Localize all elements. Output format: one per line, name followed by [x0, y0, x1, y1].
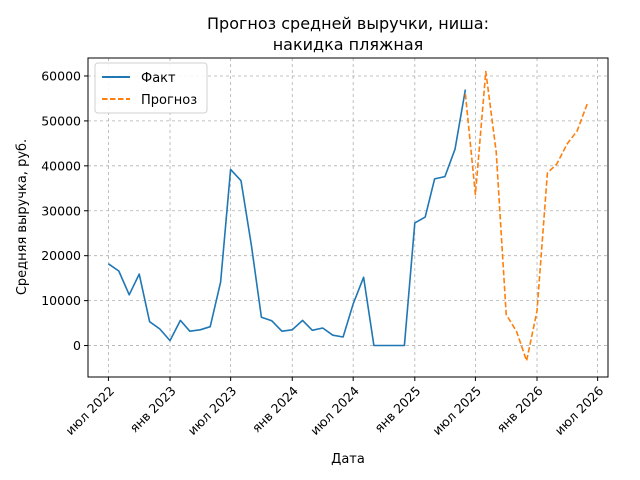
plot-frame [87, 57, 609, 378]
y-tick-label: 60000 [41, 68, 81, 83]
chart-title-line-2: накидка пляжная [273, 35, 424, 54]
y-tick-label: 50000 [41, 113, 81, 128]
x-tick-label: янв 2024 [249, 383, 301, 435]
legend-box [94, 62, 208, 114]
y-tick-label: 30000 [41, 203, 81, 218]
legend: Факт Прогноз [94, 62, 208, 114]
y-axis-label: Средняя выручка, руб. [15, 139, 30, 295]
legend-label-fact: Факт [141, 71, 176, 86]
y-tick-label: 20000 [41, 248, 81, 263]
x-tick-label: июл 2026 [552, 383, 607, 438]
x-tick-label: янв 2023 [127, 383, 179, 435]
x-axis-label: Дата [331, 452, 365, 467]
x-tick-label: июл 2025 [429, 383, 484, 438]
x-tick-label: янв 2025 [371, 383, 423, 435]
chart-title-line-1: Прогноз средней выручки, ниша: [207, 14, 489, 33]
series-lines [107, 70, 589, 362]
x-tick-label: июл 2023 [185, 383, 240, 438]
x-tick-label: июл 2024 [307, 383, 362, 438]
y-tick-label: 0 [73, 338, 81, 353]
y-tick-label: 40000 [41, 158, 81, 173]
series-line-forecast [464, 70, 589, 362]
legend-label-forecast: Прогноз [141, 93, 197, 108]
x-tick-label: янв 2026 [494, 383, 546, 435]
series-line-fact [107, 89, 467, 347]
x-tick-label: июл 2022 [62, 383, 117, 438]
y-tick-label: 10000 [41, 293, 81, 308]
